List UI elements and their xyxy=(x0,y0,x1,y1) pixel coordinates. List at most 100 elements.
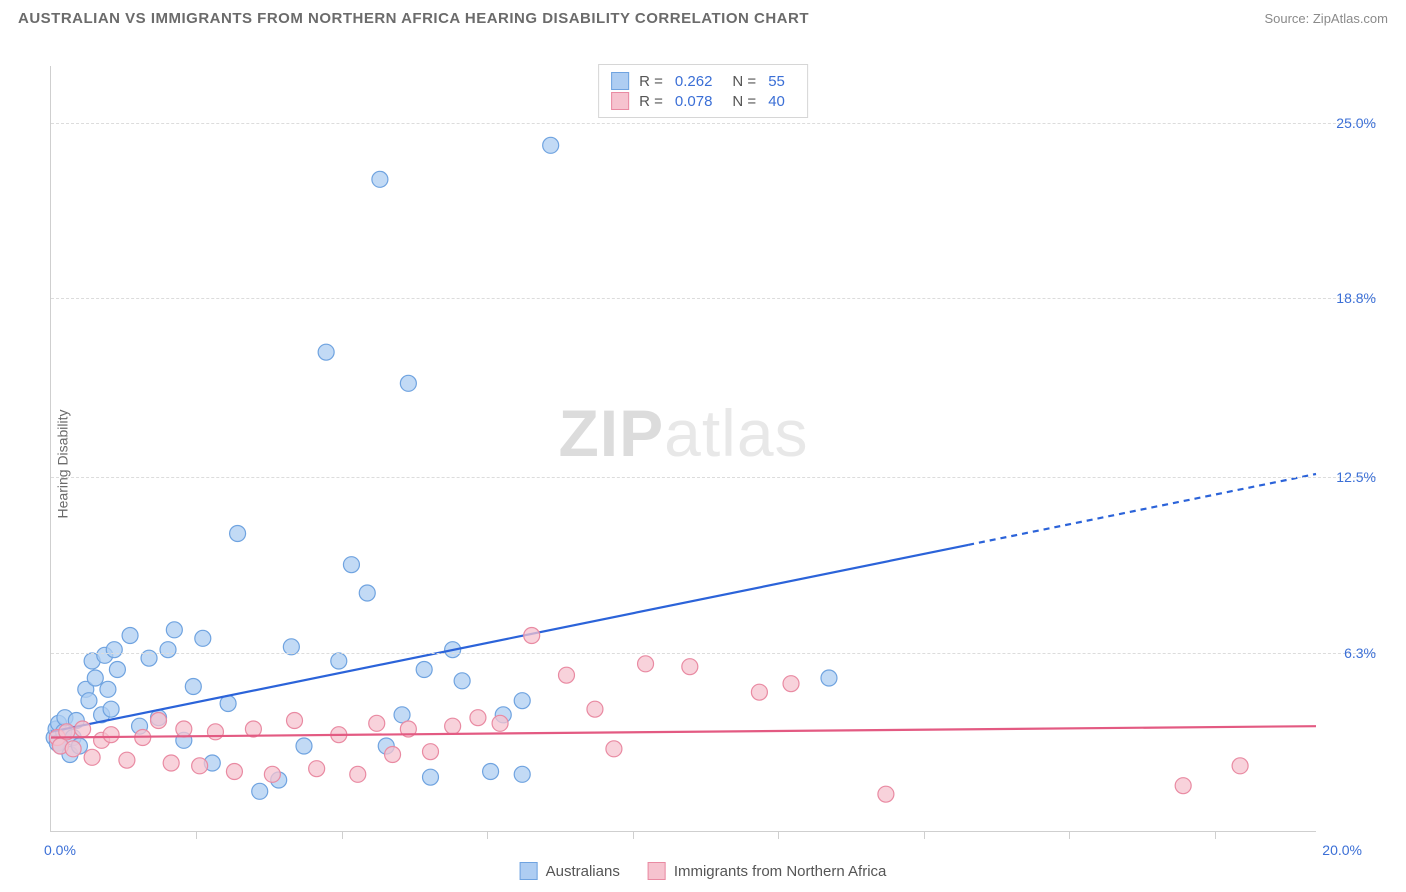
x-axis-max-label: 20.0% xyxy=(1322,842,1362,858)
n-value: 40 xyxy=(768,93,785,110)
scatter-point xyxy=(423,744,439,760)
correlation-legend-row: R = 0.078 N = 40 xyxy=(611,92,795,110)
scatter-point xyxy=(606,741,622,757)
scatter-point xyxy=(350,766,366,782)
scatter-point xyxy=(106,642,122,658)
scatter-point xyxy=(103,701,119,717)
scatter-point xyxy=(638,656,654,672)
x-tick xyxy=(924,831,925,839)
scatter-point xyxy=(226,764,242,780)
scatter-point xyxy=(185,679,201,695)
x-axis-min-label: 0.0% xyxy=(44,842,76,858)
x-tick xyxy=(1215,831,1216,839)
correlation-legend: R = 0.262 N = 55 R = 0.078 N = 40 xyxy=(598,64,808,118)
grid-line xyxy=(51,298,1376,299)
legend-swatch xyxy=(520,862,538,880)
x-tick xyxy=(633,831,634,839)
scatter-point xyxy=(751,684,767,700)
scatter-point xyxy=(682,659,698,675)
scatter-point xyxy=(119,752,135,768)
y-tick-label: 6.3% xyxy=(1344,645,1376,661)
scatter-point xyxy=(207,724,223,740)
scatter-point xyxy=(543,137,559,153)
trend-line-solid xyxy=(51,545,968,732)
scatter-point xyxy=(75,721,91,737)
scatter-point xyxy=(122,628,138,644)
scatter-point xyxy=(176,721,192,737)
n-label: N = xyxy=(732,73,756,90)
scatter-point xyxy=(163,755,179,771)
series-legend: Australians Immigrants from Northern Afri… xyxy=(520,862,887,880)
grid-line xyxy=(51,477,1376,478)
scatter-point xyxy=(287,713,303,729)
scatter-point xyxy=(492,715,508,731)
scatter-point xyxy=(331,653,347,669)
chart-svg-layer xyxy=(51,66,1316,831)
scatter-point xyxy=(81,693,97,709)
x-tick xyxy=(196,831,197,839)
scatter-point xyxy=(514,693,530,709)
scatter-point xyxy=(65,741,81,757)
y-tick-label: 12.5% xyxy=(1336,469,1376,485)
scatter-point xyxy=(1175,778,1191,794)
scatter-point xyxy=(369,715,385,731)
correlation-legend-row: R =0.262N =55 xyxy=(611,72,795,90)
chart-header: AUSTRALIAN VS IMMIGRANTS FROM NORTHERN A… xyxy=(0,0,1406,33)
scatter-point xyxy=(192,758,208,774)
r-value: 0.078 xyxy=(675,93,713,110)
scatter-point xyxy=(1232,758,1248,774)
scatter-point xyxy=(372,171,388,187)
scatter-point xyxy=(359,585,375,601)
scatter-point xyxy=(483,764,499,780)
scatter-point xyxy=(343,557,359,573)
r-label: R = xyxy=(639,93,663,110)
scatter-point xyxy=(230,526,246,542)
scatter-point xyxy=(783,676,799,692)
n-label: N = xyxy=(732,93,756,110)
x-tick xyxy=(1069,831,1070,839)
x-tick xyxy=(778,831,779,839)
scatter-point xyxy=(454,673,470,689)
scatter-point xyxy=(84,749,100,765)
scatter-point xyxy=(445,718,461,734)
scatter-point xyxy=(524,628,540,644)
series-legend-item: Australians xyxy=(520,862,620,880)
source-prefix: Source: xyxy=(1264,11,1312,26)
legend-swatch xyxy=(611,92,629,110)
scatter-point xyxy=(252,783,268,799)
x-tick xyxy=(342,831,343,839)
source-link[interactable]: ZipAtlas.com xyxy=(1313,11,1388,26)
scatter-point xyxy=(821,670,837,686)
scatter-point xyxy=(514,766,530,782)
scatter-point xyxy=(160,642,176,658)
legend-swatch xyxy=(611,72,629,90)
series-label: Immigrants from Northern Africa xyxy=(674,863,887,880)
scatter-point xyxy=(385,747,401,763)
y-tick-label: 18.8% xyxy=(1336,290,1376,306)
scatter-point xyxy=(195,630,211,646)
scatter-point xyxy=(400,375,416,391)
scatter-point xyxy=(587,701,603,717)
series-label: Australians xyxy=(546,863,620,880)
legend-swatch xyxy=(648,862,666,880)
r-value: 0.262 xyxy=(675,73,713,90)
grid-line xyxy=(51,123,1376,124)
source-attribution: Source: ZipAtlas.com xyxy=(1264,11,1388,26)
scatter-point xyxy=(878,786,894,802)
scatter-point xyxy=(470,710,486,726)
y-tick-label: 25.0% xyxy=(1336,115,1376,131)
chart-container: Hearing Disability ZIPatlas 6.3%12.5%18.… xyxy=(0,36,1406,892)
grid-line xyxy=(51,653,1376,654)
x-tick xyxy=(487,831,488,839)
scatter-point xyxy=(558,667,574,683)
scatter-point xyxy=(109,662,125,678)
trend-line-solid xyxy=(51,726,1316,737)
chart-title: AUSTRALIAN VS IMMIGRANTS FROM NORTHERN A… xyxy=(18,10,809,27)
scatter-point xyxy=(264,766,280,782)
plot-area: ZIPatlas 6.3%12.5%18.8%25.0% xyxy=(50,66,1316,832)
scatter-point xyxy=(416,662,432,678)
scatter-point xyxy=(296,738,312,754)
scatter-point xyxy=(318,344,334,360)
scatter-point xyxy=(309,761,325,777)
n-value: 55 xyxy=(768,73,785,90)
